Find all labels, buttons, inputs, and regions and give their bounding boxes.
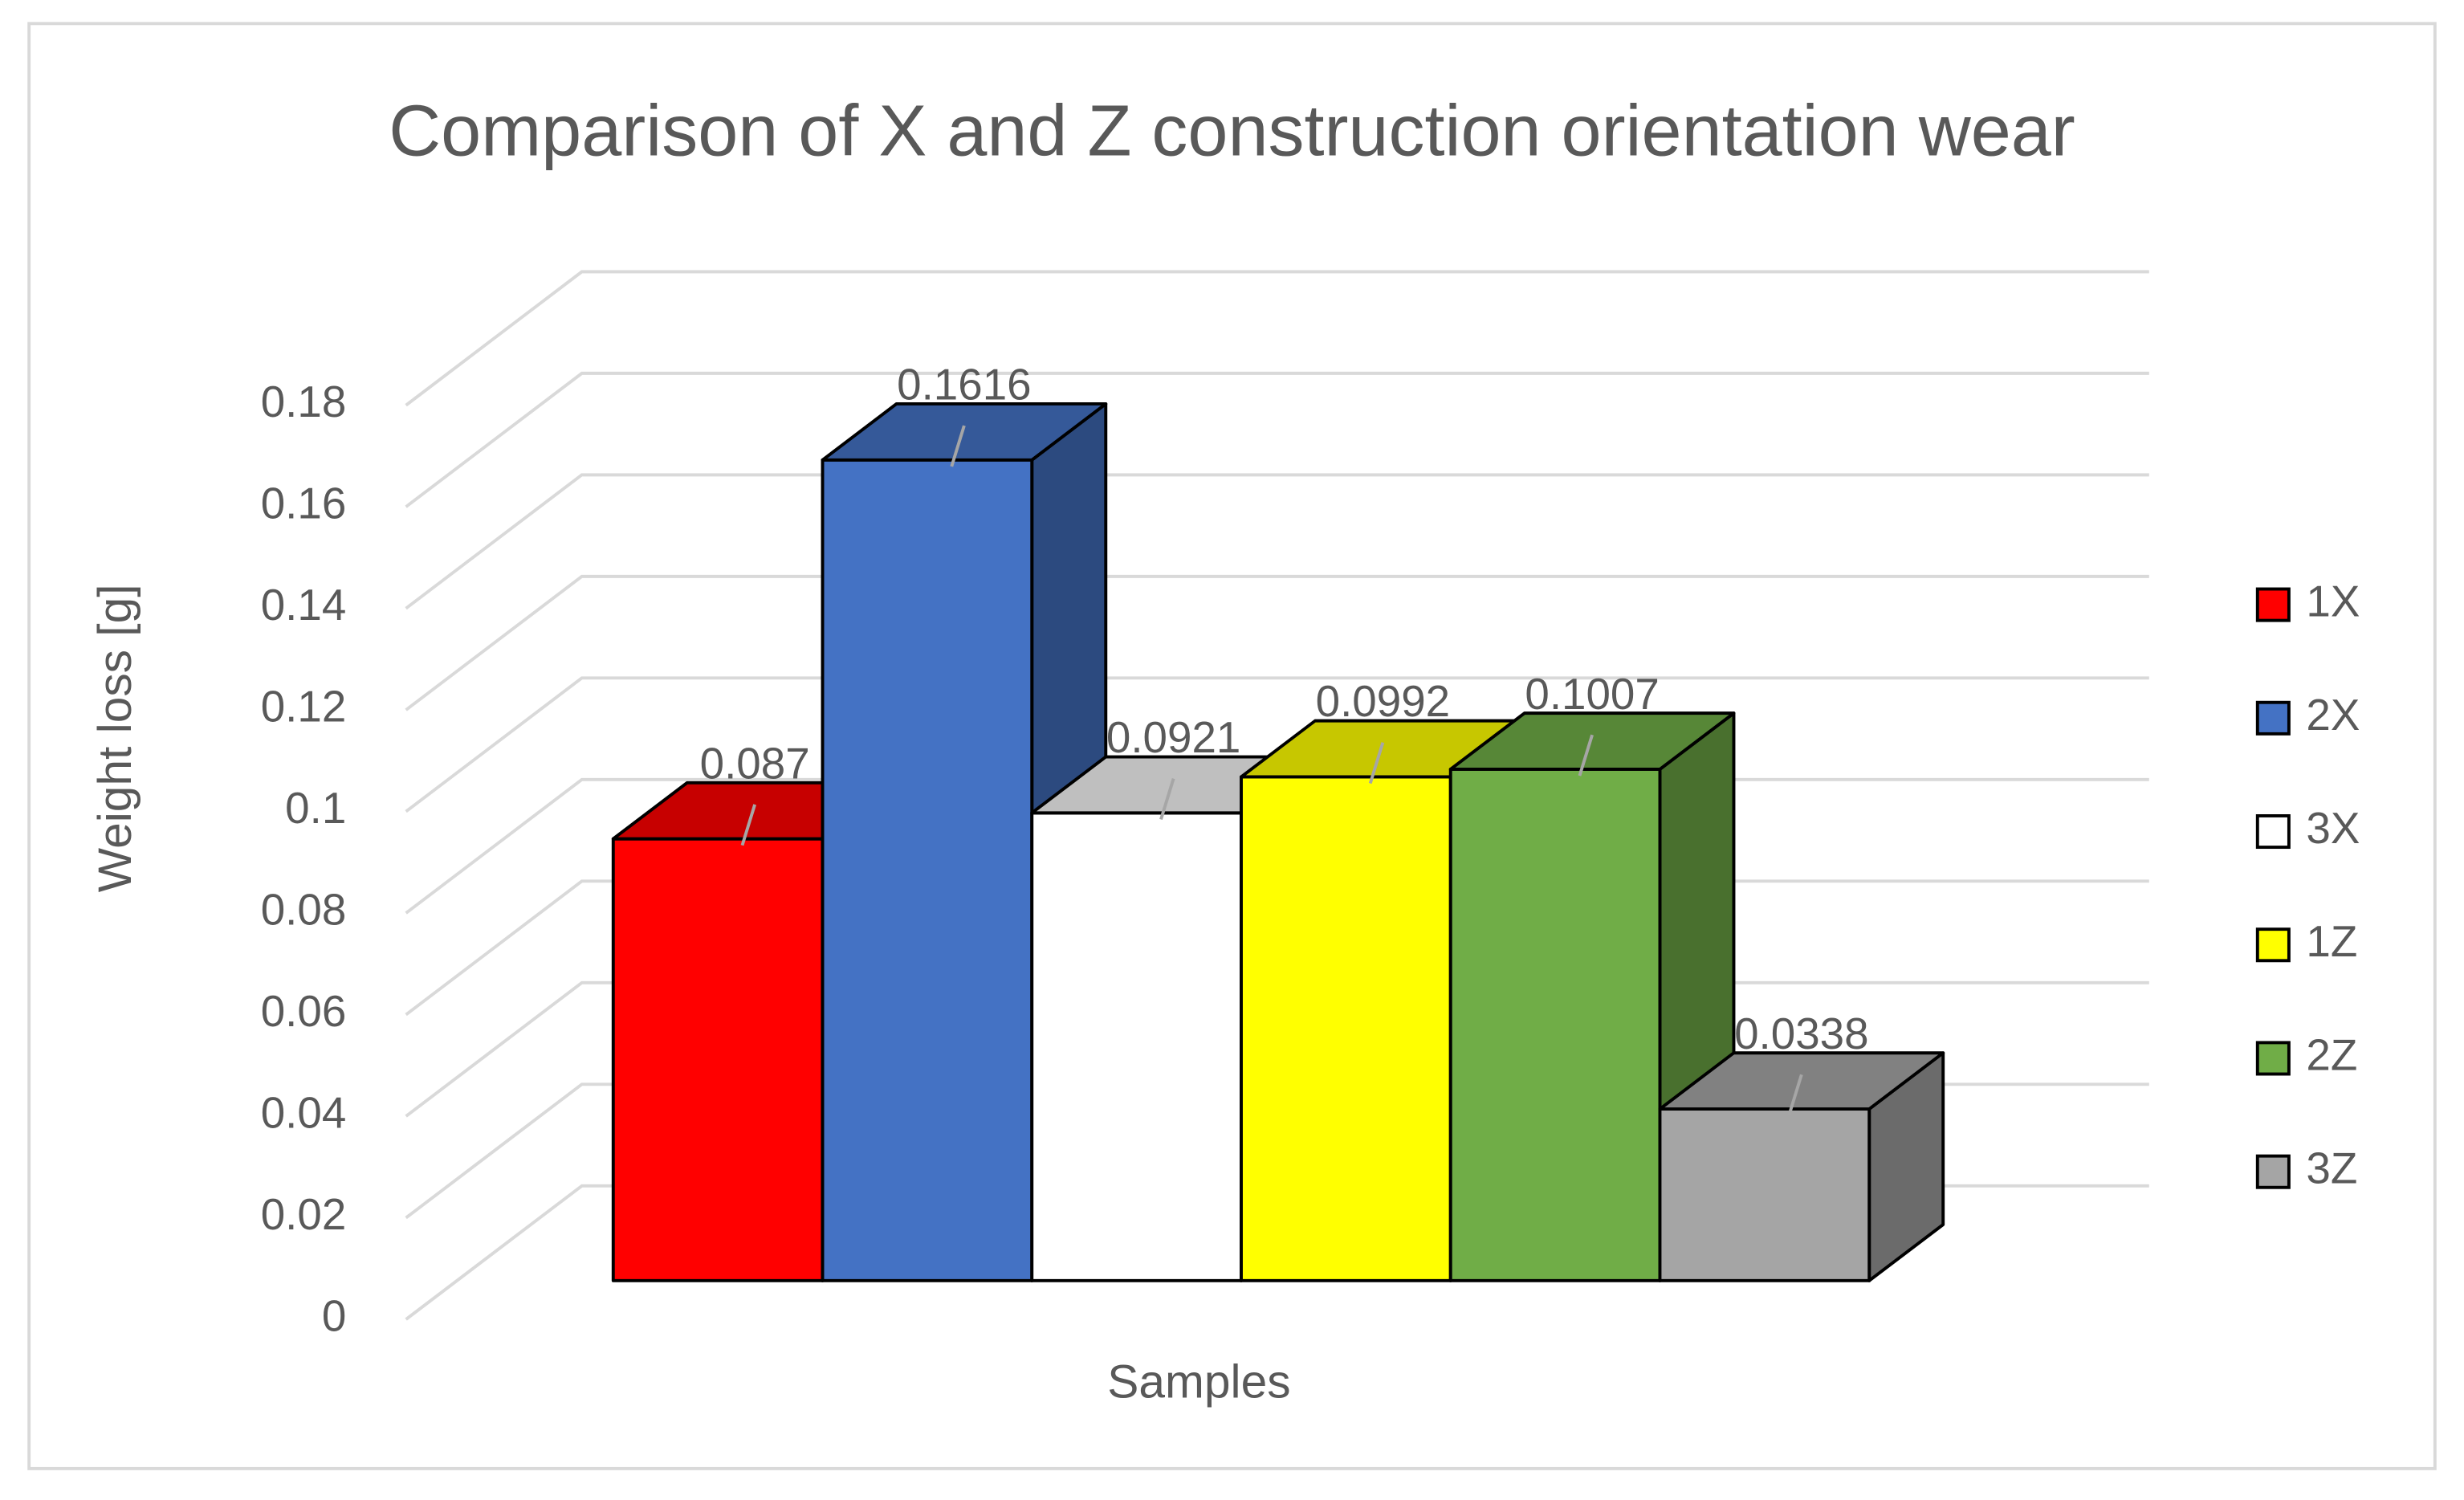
- data-label: 0.0921: [1106, 712, 1240, 762]
- legend-swatch: [2255, 814, 2291, 850]
- x-axis-label: Samples: [1107, 1356, 1290, 1408]
- bar-front: [1448, 768, 1662, 1282]
- bar-front: [1240, 775, 1452, 1282]
- legend-swatch: [2255, 1041, 2291, 1076]
- grid-line: [405, 270, 2149, 407]
- bar-front: [611, 837, 825, 1282]
- data-label: 0.1007: [1525, 669, 1659, 719]
- legend-swatch: [2255, 927, 2291, 963]
- legend-label: 3Z: [2306, 1143, 2357, 1193]
- leader-line: [950, 425, 966, 467]
- leader-line: [1578, 734, 1594, 776]
- leader-line: [1787, 1074, 1803, 1116]
- data-label: 0.1616: [897, 360, 1031, 410]
- legend-label: 3X: [2306, 803, 2360, 853]
- bar-front: [821, 458, 1034, 1282]
- legend-label: 1Z: [2306, 916, 2357, 966]
- y-tick-label: 0.08: [261, 885, 347, 935]
- grid-line: [405, 676, 2149, 813]
- chart-title: Comparison of X and Z construction orien…: [389, 89, 2075, 172]
- data-label: 0.0338: [1734, 1009, 1868, 1058]
- data-label: 0.087: [700, 738, 810, 788]
- y-tick-label: 0.02: [261, 1189, 347, 1239]
- grid-line: [405, 371, 2149, 508]
- y-tick-label: 0.18: [261, 377, 347, 426]
- bar: [1658, 1051, 1945, 1282]
- bar-front: [1658, 1107, 1871, 1282]
- legend-swatch: [2255, 1154, 2291, 1189]
- bar-front: [1030, 811, 1243, 1282]
- grid-line: [405, 473, 2149, 610]
- y-tick-label: 0.12: [261, 682, 347, 732]
- legend-label: 2X: [2306, 690, 2360, 740]
- bar-top: [1658, 1051, 1945, 1111]
- y-tick-label: 0.14: [261, 580, 347, 630]
- legend-swatch: [2255, 587, 2291, 622]
- leader-line: [1368, 742, 1385, 785]
- y-tick-label: 0.16: [261, 479, 347, 528]
- bar-top: [821, 402, 1108, 462]
- data-label: 0.0992: [1316, 676, 1450, 726]
- leader-line: [740, 804, 757, 846]
- y-tick-label: 0.04: [261, 1088, 347, 1138]
- bar-top: [1448, 711, 1736, 771]
- y-tick-label: 0.1: [285, 783, 346, 833]
- y-tick-label: 0: [322, 1291, 346, 1341]
- y-axis-label: Weight loss [g]: [89, 584, 141, 892]
- y-tick-label: 0.06: [261, 986, 347, 1036]
- legend-label: 1X: [2306, 577, 2360, 626]
- grid-line: [405, 574, 2149, 711]
- legend-label: 2Z: [2306, 1029, 2357, 1079]
- legend-swatch: [2255, 700, 2291, 736]
- title-box: Comparison of X and Z construction orien…: [389, 89, 2075, 172]
- leader-line: [1159, 778, 1175, 821]
